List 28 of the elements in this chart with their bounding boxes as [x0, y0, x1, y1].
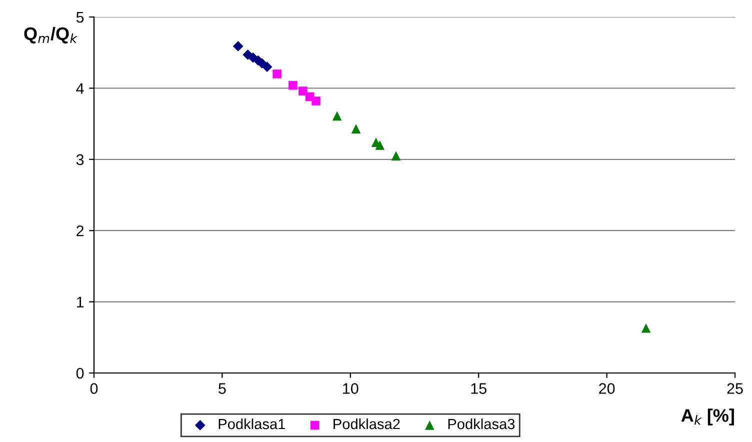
- x-tick-label: 15: [471, 383, 486, 394]
- x-tick-label: 0: [90, 383, 98, 394]
- x-tick-label: 20: [599, 383, 615, 394]
- x-tick-label: 10: [343, 383, 358, 394]
- legend-label: Podklasa3: [448, 418, 515, 430]
- point: [641, 323, 651, 333]
- point: [351, 124, 361, 134]
- y-tick-label: 2: [76, 225, 84, 236]
- point: [391, 151, 401, 160]
- x-axis-title: A$_{k}$ [%]: [681, 408, 734, 426]
- point: [375, 140, 385, 150]
- point: [332, 111, 342, 121]
- legend-label: Podklasa1: [218, 418, 286, 430]
- y-tick-label: 1: [76, 296, 84, 308]
- point: [262, 62, 272, 72]
- y-tick-label: 5: [76, 12, 84, 23]
- point: [232, 40, 244, 52]
- y-tick-label: 0: [76, 368, 84, 379]
- y-axis-title: Q$_{m}$/Q$_{k}$: [24, 26, 78, 44]
- point: [298, 86, 308, 96]
- point: [272, 70, 282, 78]
- x-tick-label: 25: [727, 383, 743, 394]
- y-tick-label: 4: [76, 83, 84, 94]
- legend-label: Podklasa2: [334, 418, 400, 430]
- y-tick-label: 3: [76, 154, 84, 166]
- x-tick-label: 5: [218, 383, 226, 394]
- point: [312, 96, 320, 106]
- point: [288, 80, 298, 90]
